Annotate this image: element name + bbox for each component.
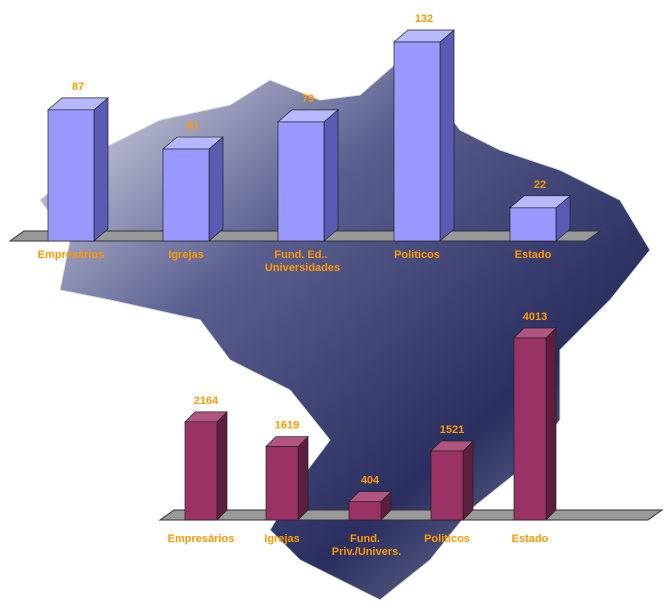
category-label: Politicos <box>394 249 440 261</box>
bar <box>430 440 474 521</box>
data-label: 132 <box>415 13 433 25</box>
data-label: 2164 <box>194 395 219 407</box>
data-label: 79 <box>302 93 314 105</box>
data-label: 1619 <box>275 420 299 432</box>
bar-front <box>513 337 547 521</box>
bar-front <box>47 109 95 242</box>
bar <box>47 97 109 242</box>
bar <box>509 195 571 242</box>
bar-side <box>462 440 474 521</box>
bar <box>265 435 309 521</box>
bar <box>513 327 557 521</box>
bar-side <box>93 97 109 242</box>
category-label: Politicos <box>424 533 470 545</box>
bar-side <box>216 411 228 521</box>
category-label: Igrejas <box>264 533 299 545</box>
platform <box>158 509 664 521</box>
category-label: Estado <box>512 533 549 545</box>
data-label: 4013 <box>523 311 547 323</box>
bar-front <box>277 121 325 242</box>
bar-side <box>545 327 557 521</box>
bar <box>184 411 228 521</box>
bar <box>162 136 224 242</box>
data-label: 87 <box>72 81 84 93</box>
bar-front <box>430 450 464 521</box>
bar <box>348 490 392 521</box>
bar-side <box>439 29 455 242</box>
bar <box>277 109 339 242</box>
category-label: Igrejas <box>168 249 203 261</box>
bar-side <box>297 435 309 521</box>
bar-side <box>323 109 339 242</box>
bar-side <box>208 136 224 242</box>
category-label: Fund. Ed.. Universidades <box>262 249 340 274</box>
category-label: Estado <box>515 249 552 261</box>
bar-front <box>393 41 441 242</box>
bar-front <box>265 446 299 521</box>
data-label: 61 <box>187 120 199 132</box>
data-label: 22 <box>534 179 546 191</box>
bar-front <box>348 501 382 521</box>
category-label: Fund. Priv./Univers. <box>329 533 402 558</box>
charts: 87 Empresários 61 Igrejas 79 Fund. Ed.. Unive… <box>8 13 664 558</box>
data-label: 404 <box>361 475 380 487</box>
category-label: Empresários <box>38 249 105 261</box>
data-label: 1521 <box>440 424 464 436</box>
bar-front <box>509 207 557 242</box>
category-label: Empresários <box>168 533 235 545</box>
bar <box>393 29 455 242</box>
bar-front <box>162 148 210 242</box>
bar-front <box>184 421 218 521</box>
